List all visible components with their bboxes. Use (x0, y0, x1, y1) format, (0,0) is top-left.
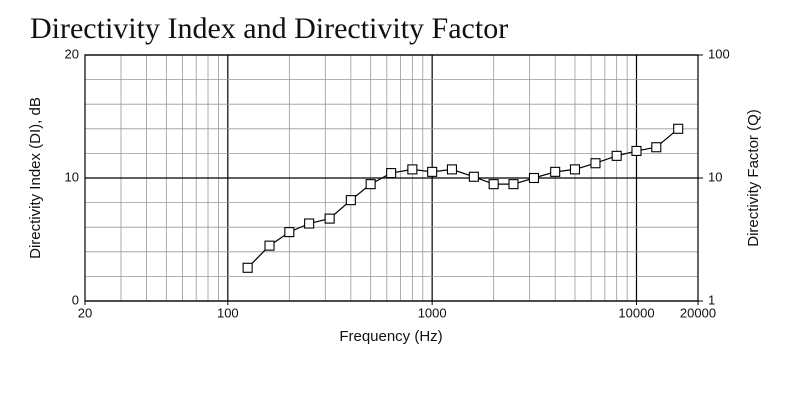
data-point (345, 195, 356, 206)
data-point (468, 171, 479, 182)
data-point (673, 123, 684, 134)
data-point (488, 179, 499, 190)
x-tick-label: 20000 (680, 305, 716, 320)
y2-tick-label: 10 (708, 169, 722, 184)
y-tick-label: 0 (72, 292, 79, 307)
data-point (550, 166, 561, 177)
data-point (304, 218, 315, 229)
data-point (365, 179, 376, 190)
data-point (284, 227, 295, 238)
data-point (446, 164, 458, 175)
data-point (386, 168, 397, 179)
y-tick-label: 20 (65, 46, 79, 61)
data-line (247, 128, 679, 269)
y2-tick-label: 100 (708, 46, 730, 61)
y2-axis-label: Directivity Factor (Q) (745, 109, 762, 247)
plot-frame (84, 54, 699, 302)
data-point (651, 142, 662, 153)
data-point (508, 179, 519, 190)
x-tick-label: 100 (217, 305, 239, 320)
data-point (631, 145, 642, 156)
data-point (264, 240, 275, 251)
data-point (324, 213, 335, 224)
x-tick-label: 20 (78, 305, 92, 320)
x-axis-label: Frequency (Hz) (339, 328, 442, 345)
data-point (407, 164, 418, 175)
y-axis-label: Directivity Index (DI), dB (27, 97, 44, 259)
y2-tick-label: 1 (708, 292, 715, 307)
data-point (242, 262, 253, 273)
data-point (528, 172, 540, 184)
x-tick-label: 1000 (418, 305, 447, 320)
data-point (590, 158, 601, 169)
y-tick-label: 10 (65, 169, 79, 184)
chart-title: Directivity Index and Directivity Factor (30, 12, 508, 45)
data-point (611, 150, 622, 161)
x-tick-label: 10000 (618, 305, 654, 320)
data-point (569, 164, 581, 175)
data-point (427, 166, 438, 177)
